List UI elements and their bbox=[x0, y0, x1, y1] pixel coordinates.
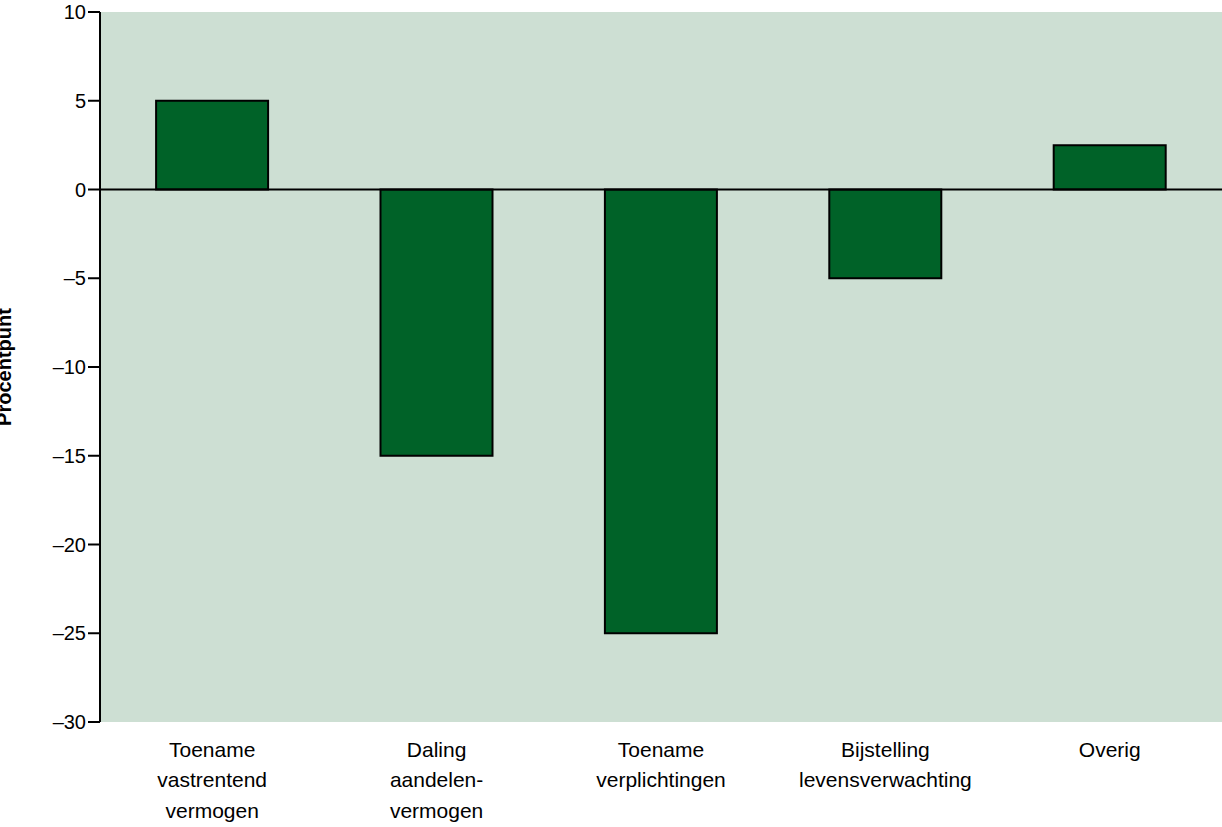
svg-text:–25: –25 bbox=[53, 622, 86, 644]
svg-text:Toenameverplichtingen: Toenameverplichtingen bbox=[596, 738, 726, 791]
svg-text:–5: –5 bbox=[64, 267, 86, 289]
svg-text:Overig: Overig bbox=[1079, 738, 1141, 761]
svg-text:–20: –20 bbox=[53, 534, 86, 556]
svg-text:10: 10 bbox=[64, 1, 86, 23]
svg-text:0: 0 bbox=[75, 179, 86, 201]
svg-text:Dalingaandelen-vermogen: Dalingaandelen-vermogen bbox=[390, 738, 483, 822]
svg-text:–30: –30 bbox=[53, 711, 86, 733]
svg-text:Procentpunt: Procentpunt bbox=[8, 308, 15, 426]
svg-text:–15: –15 bbox=[53, 445, 86, 467]
svg-text:Bijstellinglevensverwachting: Bijstellinglevensverwachting bbox=[799, 738, 972, 791]
svg-text:–10: –10 bbox=[53, 356, 86, 378]
svg-text:Toenamevastrentendvermogen: Toenamevastrentendvermogen bbox=[157, 738, 267, 822]
svg-text:5: 5 bbox=[75, 90, 86, 112]
